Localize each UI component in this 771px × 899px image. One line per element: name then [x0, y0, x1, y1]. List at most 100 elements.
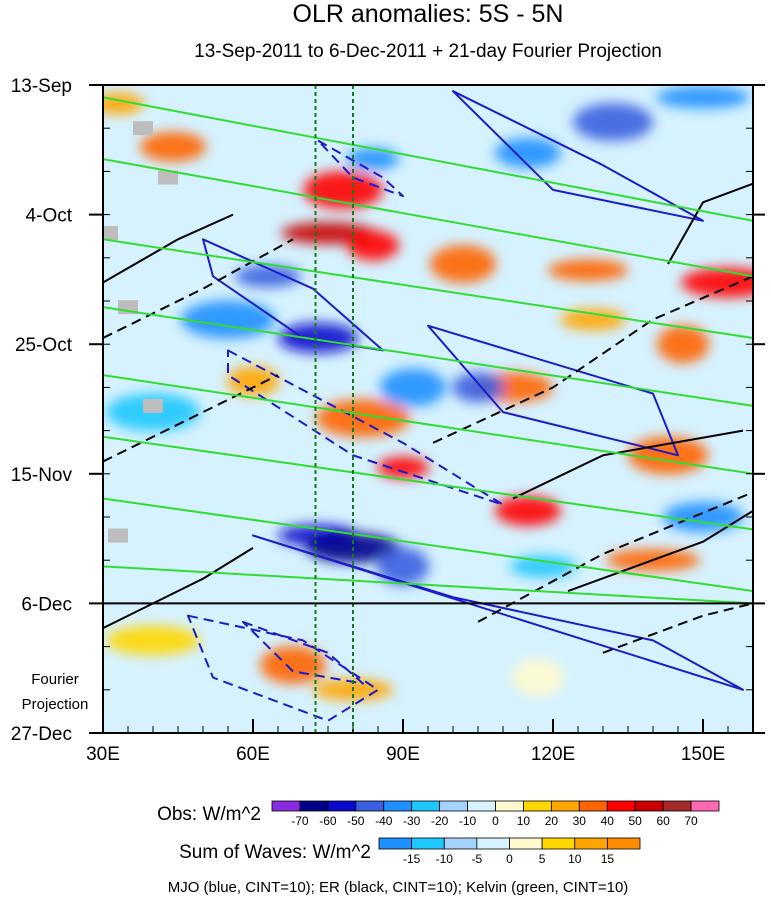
kelvin-contour	[103, 435, 753, 531]
anomaly-blob	[140, 131, 206, 162]
colorbar-level-label: -5	[472, 852, 483, 866]
x-tick-label: 60E	[236, 744, 270, 765]
anomaly-blob	[510, 555, 576, 578]
anomaly-blob	[278, 323, 358, 354]
colorbar-swatch	[550, 800, 580, 812]
anomaly-blob	[430, 244, 496, 283]
chart-subtitle: 13-Sep-2011 to 6-Dec-2011 + 21-day Fouri…	[194, 41, 662, 62]
projection-label-line2: Projection	[22, 696, 89, 713]
anomaly-field	[103, 86, 753, 733]
colorbar-swatch	[662, 800, 692, 812]
anomaly-blob	[495, 137, 561, 168]
colorbar-swatch	[467, 800, 496, 812]
colorbar-swatch	[355, 800, 385, 812]
anomaly-blob	[260, 646, 326, 685]
colorbar-swatch	[411, 800, 441, 812]
anomaly-blob	[181, 300, 275, 339]
x-tick-label: 150E	[681, 744, 725, 765]
colorbar-level-label: 70	[684, 814, 698, 828]
x-tick-label: 120E	[531, 744, 575, 765]
reference-lines	[314, 85, 354, 733]
missing-data-patch	[158, 170, 178, 185]
anomaly-blob	[573, 103, 653, 142]
chart-title: OLR anomalies: 5S - 5N	[293, 0, 564, 28]
kelvin-contour	[103, 158, 753, 278]
mjo-contour	[187, 614, 379, 722]
kelvin-contours	[103, 96, 753, 605]
er-contour	[667, 182, 753, 265]
colorbar-level-label: -50	[347, 814, 365, 828]
colorbar-level-label: 60	[656, 814, 670, 828]
colorbar-swatch	[476, 837, 510, 850]
y-axis: 13-Sep 4-Oct 25-Oct 15-Nov 6-Dec 27-Dec	[11, 76, 765, 745]
colorbar-swatch	[690, 800, 720, 812]
colorbar-level-label: 10	[568, 852, 582, 866]
colorbar-swatch	[523, 800, 552, 812]
anomaly-blob	[657, 325, 709, 364]
colorbar-swatch	[509, 837, 543, 850]
y-tick-label: 6-Dec	[21, 594, 72, 615]
colorbar-swatch	[439, 800, 468, 812]
er-contour	[103, 238, 294, 339]
x-axis: 30E 60E 90E 120E 150E	[86, 719, 754, 765]
colorbar-swatch	[383, 800, 413, 812]
obs-colorbar-label: Obs: W/m^2	[157, 804, 261, 825]
colorbar-swatch	[299, 800, 329, 812]
kelvin-contour	[103, 96, 753, 222]
colorbar-level-label: -20	[431, 814, 449, 828]
colorbar-swatch	[378, 837, 413, 850]
colorbar-swatch	[606, 837, 641, 850]
kelvin-contour	[103, 374, 753, 475]
colorbar-swatch	[443, 837, 478, 850]
colorbar-swatch	[271, 800, 301, 812]
anomaly-blob	[452, 372, 504, 403]
projection-label-line1: Fourier	[31, 671, 79, 688]
colorbar-swatch	[634, 800, 664, 812]
y-tick-label: 4-Oct	[26, 206, 73, 227]
colorbar-swatch	[411, 837, 445, 850]
anomaly-blob	[377, 547, 429, 586]
er-contour	[432, 275, 753, 444]
er-contour	[602, 602, 753, 654]
colorbar-level-label: -15	[403, 852, 421, 866]
colorbar-swatch	[606, 800, 636, 812]
mjo-contour	[317, 139, 404, 198]
anomaly-blob	[656, 86, 750, 109]
plot-area	[103, 85, 753, 733]
x-tick-label: 30E	[86, 744, 120, 765]
colorbar-level-label: 5	[539, 852, 546, 866]
colorbar-swatch	[578, 800, 608, 812]
colorbar-level-label: 0	[492, 814, 499, 828]
anomaly-blob	[106, 625, 200, 656]
mjo-contour	[227, 349, 504, 506]
colorbar-level-label: -10	[436, 852, 454, 866]
colorbar-swatch	[574, 837, 608, 850]
anomaly-blob	[377, 456, 429, 479]
anomaly-blob	[681, 267, 753, 298]
anomaly-blob	[235, 265, 301, 288]
waves-colorbar-label: Sum of Waves: W/m^2	[179, 842, 371, 863]
waves-colorbar: -15 -10 -5 0 5 10 15	[378, 837, 641, 866]
missing-data-patches	[103, 121, 178, 543]
anomaly-blob	[380, 368, 446, 407]
kelvin-contour	[103, 497, 753, 593]
y-tick-label: 27-Dec	[11, 724, 72, 745]
anomaly-blob	[103, 92, 144, 115]
er-contours	[103, 182, 753, 654]
kelvin-contour	[103, 306, 753, 407]
anomaly-blob	[316, 399, 410, 438]
contour-note: MJO (blue, CINT=10); ER (black, CINT=10)…	[168, 879, 629, 896]
colorbar-level-label: 15	[601, 852, 615, 866]
mjo-contour	[242, 620, 364, 685]
er-contour	[567, 509, 753, 593]
colorbar-level-label: -60	[319, 814, 337, 828]
anomaly-blob	[495, 495, 561, 526]
colorbar-level-label: 20	[545, 814, 559, 828]
colorbar-swatch	[327, 800, 357, 812]
kelvin-contour	[103, 238, 753, 340]
missing-data-patch	[103, 226, 118, 241]
anomaly-blob	[347, 230, 399, 261]
colorbar-level-label: -40	[375, 814, 393, 828]
x-tick-label: 90E	[386, 744, 420, 765]
colorbar-swatch	[495, 800, 524, 812]
